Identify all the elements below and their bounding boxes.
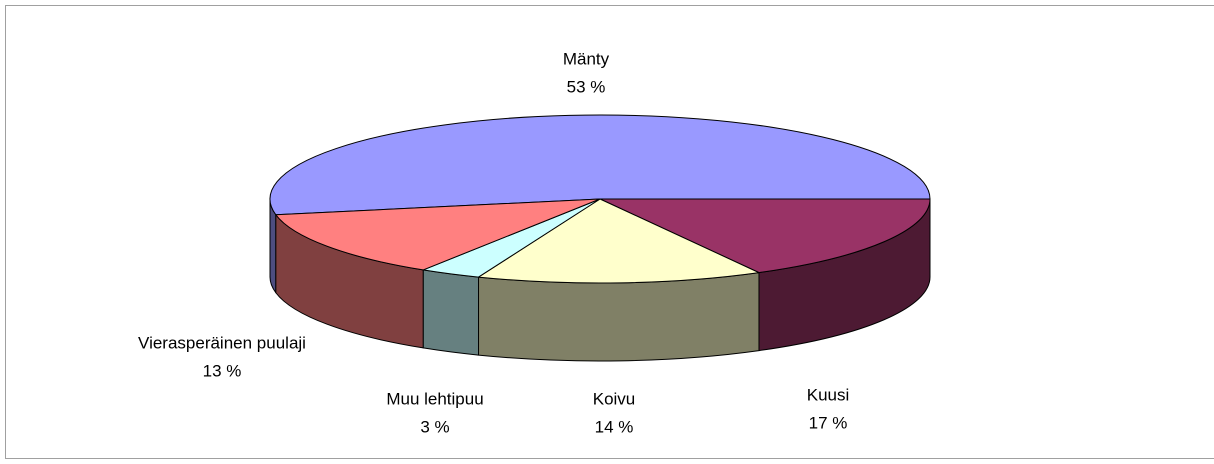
slice-label: Muu lehtipuu [386, 389, 483, 408]
slice-value-label: 3 % [420, 417, 449, 436]
slice [275, 198, 601, 271]
slice-label: Kuusi [807, 385, 850, 404]
slice-label: Mänty [563, 49, 610, 68]
slice-side [422, 269, 480, 356]
slice-value-label: 53 % [567, 77, 606, 96]
slice-value-label: 14 % [595, 417, 634, 436]
slice-label: Koivu [593, 389, 636, 408]
slice [269, 114, 931, 216]
slice-value-label: 13 % [203, 361, 242, 380]
slice-label: Vierasperäinen puulaji [138, 333, 306, 352]
slice-side [478, 272, 760, 362]
slice [599, 198, 931, 274]
slice [478, 198, 760, 284]
slice-value-label: 17 % [809, 413, 848, 432]
